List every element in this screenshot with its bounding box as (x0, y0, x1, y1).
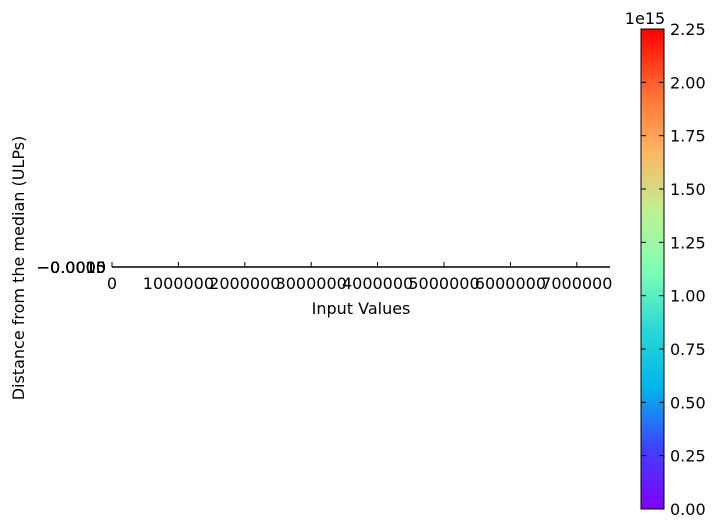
colorbar-tick-label: 2.25 (670, 20, 706, 39)
y-tick-label: 0.0015 (50, 258, 106, 277)
colorbar-tick-label: 1.00 (670, 287, 706, 306)
x-axis-ticks: 0 100000020000003000000400000050000006000… (107, 262, 612, 293)
x-tick-label: 6000000 (475, 274, 546, 293)
colorbar-tick-label: 2.00 (670, 73, 706, 92)
y-tick-label: 0.0000 (50, 258, 106, 277)
colorbar-offset-label: 1e15 (625, 9, 665, 28)
colorbar-tick-label: 0.50 (670, 393, 706, 412)
x-tick-label: 3000000 (276, 274, 347, 293)
y-tick-label: 0.0005 (50, 258, 106, 277)
y-tick-label: 0.0010 (50, 258, 106, 277)
colorbar-tick-label: 0.25 (670, 447, 706, 466)
x-tick-label: 0 (107, 274, 117, 293)
y-axis-ticks: −0.0015−0.0010−0.00050.00000.00050.00100… (37, 258, 117, 277)
y-axis-label: Distance from the median (ULPs) (9, 136, 28, 401)
y-tick-label: −0.0015 (37, 258, 106, 277)
colorbar-tick-label: 1.50 (670, 180, 706, 199)
plot-area: −0.0015−0.0010−0.00050.00000.00050.00100… (37, 258, 613, 293)
x-tick-label: 1000000 (143, 274, 214, 293)
x-tick-label: 7000000 (541, 274, 612, 293)
y-tick-label: −0.0010 (37, 258, 106, 277)
colorbar: 0.00 0.25 0.50 0.75 1.00 1.25 1.50 1.75 2.00 2.25… (625, 9, 706, 519)
colorbar-tick-label: 0.75 (670, 340, 706, 359)
x-tick-label: 2000000 (209, 274, 280, 293)
colorbar-tick-label: 1.25 (670, 233, 706, 252)
y-tick-label: −0.0005 (37, 258, 106, 277)
x-tick-label: 5000000 (408, 274, 479, 293)
colorbar-ticks: 0.00 0.25 0.50 0.75 1.00 1.25 1.50 1.75 2.00 2.25 (641, 20, 706, 519)
colorbar-gradient (640, 28, 665, 510)
x-axis-label: Input Values (312, 299, 411, 318)
colorbar-tick-label: 0.00 (670, 500, 706, 519)
x-tick-label: 4000000 (342, 274, 413, 293)
colorbar-tick-label: 1.75 (670, 127, 706, 146)
